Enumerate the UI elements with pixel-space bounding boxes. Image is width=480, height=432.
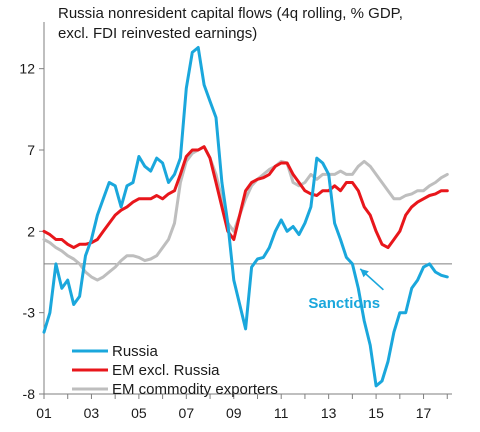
y-tick-label: -3	[23, 305, 36, 321]
y-tick-label: 7	[27, 142, 35, 158]
series-layer	[42, 46, 449, 388]
series-line-0	[42, 46, 449, 388]
annotation: Sanctions	[308, 268, 384, 312]
x-tick-label: 11	[274, 405, 289, 421]
y-tick-label: 12	[19, 61, 35, 77]
chart-title: Russia nonresident capital flows (4q rol…	[58, 4, 468, 44]
x-tick-label: 07	[179, 405, 195, 421]
y-axis: 12 7 2 -3 -8	[19, 22, 452, 402]
series-line-2	[42, 145, 449, 282]
x-tick-label: 17	[416, 405, 432, 421]
series-line-1	[42, 145, 449, 250]
chart-title-line-1: Russia nonresident capital flows (4q rol…	[58, 5, 403, 22]
legend-label-0: Russia	[112, 343, 159, 360]
annotation-label: Sanctions	[308, 295, 380, 312]
legend-label-1: EM excl. Russia	[112, 362, 220, 379]
x-tick-label: 01	[36, 405, 52, 421]
x-tick-label: 13	[321, 405, 337, 421]
chart-title-line-2: excl. FDI reinvested earnings)	[58, 25, 258, 42]
x-tick-label: 05	[131, 405, 147, 421]
legend: Russia EM excl. Russia EM commodity export…	[72, 343, 278, 398]
y-tick-label: -8	[23, 386, 36, 402]
legend-label-2: EM commodity exporters	[112, 381, 278, 398]
y-tick-label: 2	[27, 223, 35, 239]
x-tick-label: 03	[84, 405, 100, 421]
x-tick-label: 09	[226, 405, 242, 421]
x-tick-label: 15	[368, 405, 384, 421]
annotation-arrow-head	[360, 268, 369, 278]
x-axis: 01 03 05 07 09 11 13 15 17	[36, 393, 452, 421]
